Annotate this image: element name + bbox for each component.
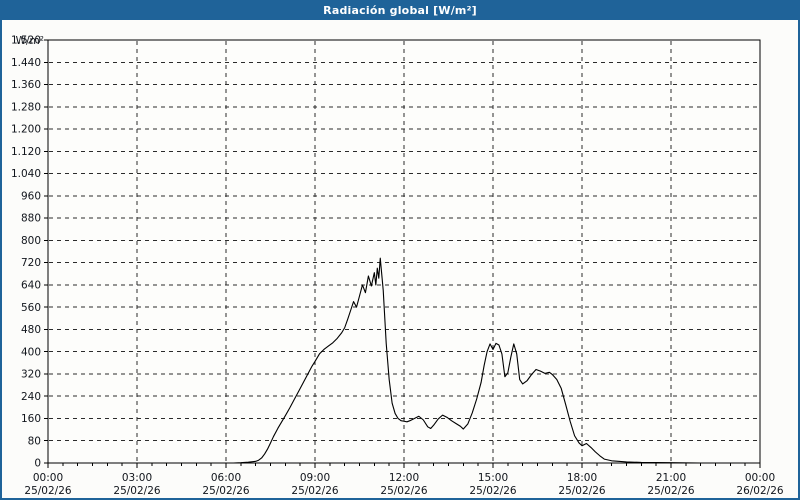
y-axis-unit-label: W/m² — [16, 35, 44, 47]
svg-text:25/02/26: 25/02/26 — [113, 485, 160, 497]
svg-text:880: 880 — [21, 213, 41, 225]
svg-text:720: 720 — [21, 257, 41, 269]
svg-text:0: 0 — [34, 458, 41, 470]
svg-text:06:00: 06:00 — [211, 472, 241, 484]
svg-text:12:00: 12:00 — [389, 472, 419, 484]
window-title: Radiación global [W/m²] — [323, 3, 477, 17]
svg-text:160: 160 — [21, 413, 41, 425]
svg-text:1.200: 1.200 — [11, 124, 41, 136]
svg-text:1.360: 1.360 — [11, 79, 41, 91]
svg-text:25/02/26: 25/02/26 — [24, 485, 71, 497]
radiation-line-chart: 1.520 1.440 1.360 1.280 1.200 1.120 1.040 960 88… — [11, 35, 784, 497]
plot-frame — [47, 39, 761, 464]
svg-text:00:00: 00:00 — [745, 472, 775, 484]
window-titlebar: Radiación global [W/m²] — [0, 0, 800, 20]
svg-text:560: 560 — [21, 302, 41, 314]
svg-text:640: 640 — [21, 279, 41, 291]
svg-text:18:00: 18:00 — [567, 472, 597, 484]
svg-text:03:00: 03:00 — [122, 472, 152, 484]
svg-text:25/02/26: 25/02/26 — [647, 485, 694, 497]
chart-container: 1.520 1.440 1.360 1.280 1.200 1.120 1.040 960 88… — [2, 20, 798, 498]
svg-text:26/02/26: 26/02/26 — [736, 485, 783, 497]
svg-text:480: 480 — [21, 324, 41, 336]
svg-text:1.120: 1.120 — [11, 146, 41, 158]
svg-text:25/02/26: 25/02/26 — [380, 485, 427, 497]
radiation-series-line — [47, 257, 761, 464]
svg-text:800: 800 — [21, 235, 41, 247]
svg-text:80: 80 — [28, 435, 41, 447]
svg-text:320: 320 — [21, 369, 41, 381]
svg-text:00:00: 00:00 — [33, 472, 63, 484]
x-axis-labels: 00:0025/02/2603:0025/02/2606:0025/02/260… — [24, 472, 783, 497]
svg-text:1.040: 1.040 — [11, 168, 41, 180]
svg-text:960: 960 — [21, 190, 41, 202]
svg-text:25/02/26: 25/02/26 — [558, 485, 605, 497]
svg-text:09:00: 09:00 — [300, 472, 330, 484]
svg-text:240: 240 — [21, 391, 41, 403]
vertical-gridlines — [136, 41, 672, 462]
svg-text:25/02/26: 25/02/26 — [291, 485, 338, 497]
y-axis-labels: 1.520 1.440 1.360 1.280 1.200 1.120 1.040 960 88… — [11, 35, 41, 470]
svg-text:1.520: 1.520 — [11, 35, 41, 47]
svg-text:21:00: 21:00 — [656, 472, 686, 484]
svg-text:1.440: 1.440 — [11, 57, 41, 69]
svg-text:15:00: 15:00 — [478, 472, 508, 484]
svg-text:1.280: 1.280 — [11, 101, 41, 113]
svg-text:400: 400 — [21, 346, 41, 358]
svg-text:25/02/26: 25/02/26 — [202, 485, 249, 497]
svg-text:25/02/26: 25/02/26 — [469, 485, 516, 497]
